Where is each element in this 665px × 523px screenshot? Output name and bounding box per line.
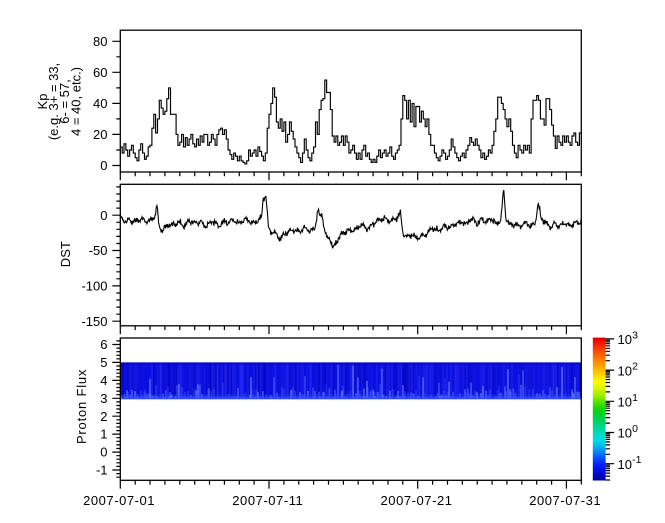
svg-text:1: 1 — [632, 392, 638, 404]
svg-text:6- = 57,: 6- = 57, — [57, 79, 72, 123]
svg-text:(e.g. 3+ = 33,: (e.g. 3+ = 33, — [46, 63, 61, 140]
svg-text:Kp: Kp — [35, 94, 50, 110]
svg-text:2007-07-01: 2007-07-01 — [83, 493, 155, 508]
svg-text:2007-07-11: 2007-07-11 — [232, 493, 303, 508]
svg-text:-1: -1 — [96, 463, 108, 478]
svg-text:6: 6 — [100, 337, 107, 352]
svg-text:10: 10 — [618, 363, 632, 378]
svg-text:2007-07-31: 2007-07-31 — [529, 493, 601, 508]
svg-text:-100: -100 — [81, 279, 107, 294]
svg-text:4 = 40, etc.): 4 = 40, etc.) — [68, 67, 83, 136]
svg-text:3: 3 — [632, 329, 638, 341]
svg-text:10: 10 — [618, 457, 632, 472]
svg-text:Proton Flux: Proton Flux — [74, 369, 89, 444]
svg-text:10: 10 — [618, 426, 632, 441]
svg-text:5: 5 — [100, 355, 107, 370]
svg-text:-50: -50 — [89, 243, 108, 258]
svg-text:0: 0 — [632, 423, 638, 435]
svg-text:0: 0 — [100, 158, 107, 173]
svg-text:1: 1 — [100, 427, 107, 442]
svg-text:2007-07-21: 2007-07-21 — [381, 493, 453, 508]
svg-text:80: 80 — [93, 34, 107, 49]
svg-text:60: 60 — [93, 65, 107, 80]
svg-text:-1: -1 — [632, 454, 641, 466]
svg-text:3: 3 — [100, 391, 107, 406]
svg-text:10: 10 — [618, 395, 632, 410]
svg-text:0: 0 — [100, 208, 107, 223]
svg-text:10: 10 — [618, 332, 632, 347]
svg-text:2: 2 — [632, 361, 638, 373]
svg-text:4: 4 — [100, 373, 107, 388]
svg-text:20: 20 — [93, 127, 107, 142]
svg-text:0: 0 — [100, 445, 107, 460]
svg-text:DST: DST — [58, 241, 73, 267]
svg-text:40: 40 — [93, 96, 107, 111]
svg-text:-150: -150 — [81, 314, 107, 329]
svg-text:2: 2 — [100, 409, 107, 424]
